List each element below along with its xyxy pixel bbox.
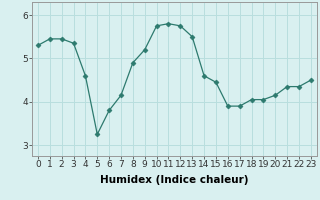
X-axis label: Humidex (Indice chaleur): Humidex (Indice chaleur) <box>100 175 249 185</box>
